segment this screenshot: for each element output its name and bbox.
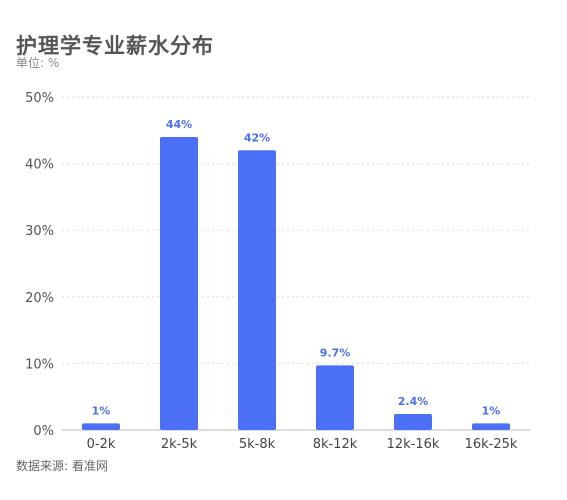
x-tick-label: 2k-5k xyxy=(161,437,198,452)
x-tick-label: 8k-12k xyxy=(313,437,358,452)
data-label: 2.4% xyxy=(398,395,429,408)
x-tick-label: 5k-8k xyxy=(239,437,276,452)
chart-subtitle: 单位: % xyxy=(16,56,60,70)
data-label: 9.7% xyxy=(320,346,351,359)
y-tick-label: 10% xyxy=(25,357,54,372)
bar xyxy=(394,414,432,430)
bar xyxy=(316,365,354,430)
bar xyxy=(82,423,120,430)
x-tick-label: 0-2k xyxy=(87,437,116,452)
y-tick-label: 20% xyxy=(25,291,54,306)
data-label: 1% xyxy=(482,404,501,417)
x-tick-label: 12k-16k xyxy=(387,437,440,452)
y-tick-label: 40% xyxy=(25,158,54,173)
chart-title: 护理学专业薪水分布 xyxy=(16,34,214,58)
x-tick-label: 16k-25k xyxy=(465,437,518,452)
data-label: 42% xyxy=(244,131,270,144)
data-source: 数据来源: 看准网 xyxy=(16,459,108,473)
bar xyxy=(238,150,276,430)
bar xyxy=(472,423,510,430)
y-tick-label: 50% xyxy=(25,91,54,106)
y-tick-label: 0% xyxy=(33,424,54,439)
data-label: 1% xyxy=(92,404,111,417)
data-label: 44% xyxy=(166,118,192,131)
y-tick-label: 30% xyxy=(25,224,54,239)
bar xyxy=(160,136,198,430)
